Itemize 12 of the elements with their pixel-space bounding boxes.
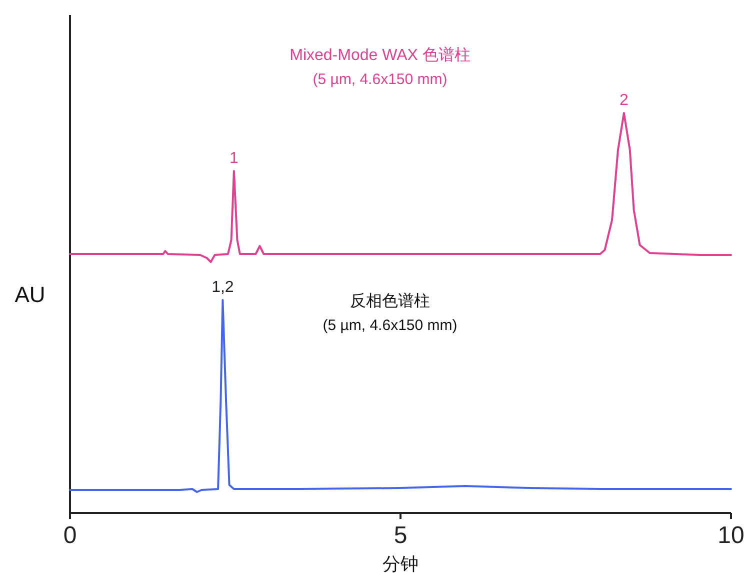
annotation: 1,2: [212, 279, 234, 296]
annotation: 1: [229, 150, 238, 167]
text: (5 µm, 4.6x150 mm): [312, 71, 448, 88]
y-axis-title: AU: [14, 282, 46, 307]
x-axis-title: 分钟: [382, 554, 418, 573]
annotation: 反相色谱柱: [350, 292, 430, 310]
annotation: (5 µm, 4.6x150 mm): [322, 317, 458, 334]
x-tick-label: 0: [63, 522, 77, 549]
text: Mixed-Mode WAX 色谱柱: [290, 46, 470, 64]
x-tick-label: 10: [718, 522, 744, 549]
x-tick-label: 5: [394, 522, 408, 549]
annotation: 2: [619, 92, 628, 109]
